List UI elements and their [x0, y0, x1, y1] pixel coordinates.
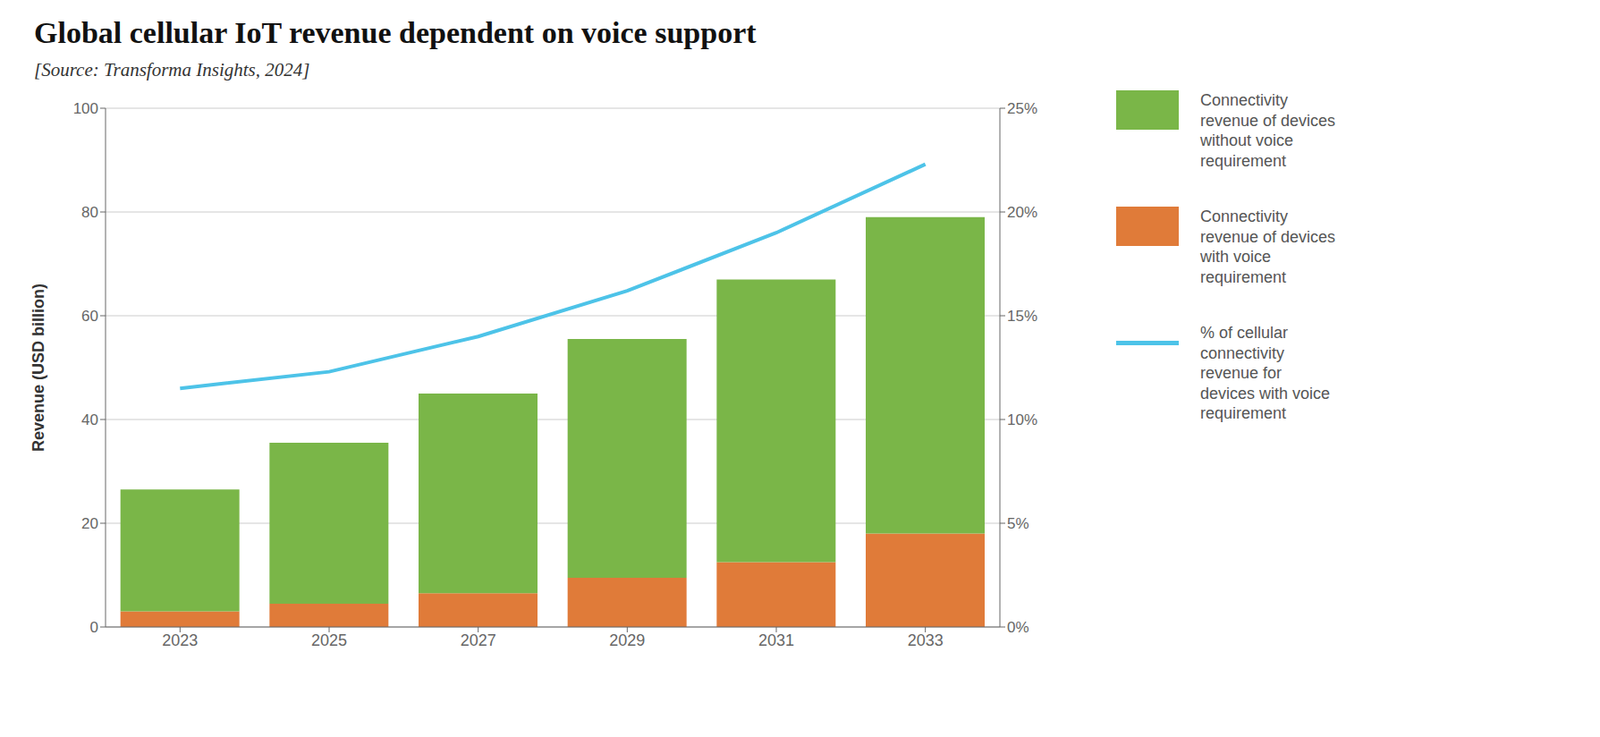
- svg-text:Revenue (USD billion): Revenue (USD billion): [29, 283, 48, 452]
- svg-text:15%: 15%: [1007, 307, 1038, 325]
- html-text:Global cellular IoT revenue de: Global cellular IoT revenue dependent on…: [33, 16, 757, 50]
- svg-text:2027: 2027: [460, 631, 497, 650]
- svg-text:2033: 2033: [907, 631, 944, 650]
- html-text:Connectivity revenue of device: Connectivity revenue of devices without …: [1200, 91, 1336, 170]
- svg-text:2029: 2029: [609, 631, 645, 650]
- svg-text:100: 100: [73, 100, 99, 118]
- svg-text:40: 40: [81, 411, 99, 429]
- svg-text:2023: 2023: [161, 631, 198, 650]
- svg-text:2031: 2031: [758, 631, 795, 650]
- svg-text:2025: 2025: [311, 631, 348, 650]
- svg-text:60: 60: [81, 307, 99, 325]
- svg-text:10%: 10%: [1007, 411, 1038, 429]
- svg-text:0%: 0%: [1007, 618, 1030, 636]
- html-text:Connectivity revenue of device: Connectivity revenue of devices with voi…: [1200, 207, 1336, 286]
- svg-text:25%: 25%: [1007, 100, 1038, 118]
- html-text:% of cellular connectivity rev: % of cellular connectivity revenue for d…: [1200, 323, 1330, 423]
- svg-text:20%: 20%: [1007, 203, 1038, 221]
- svg-text:0: 0: [90, 618, 99, 636]
- svg-text:5%: 5%: [1007, 515, 1030, 533]
- svg-text:80: 80: [81, 203, 99, 221]
- svg-text:20: 20: [81, 515, 99, 533]
- html-text:[Source: Transforma Insights,: [Source: Transforma Insights, 2024]: [33, 59, 310, 81]
